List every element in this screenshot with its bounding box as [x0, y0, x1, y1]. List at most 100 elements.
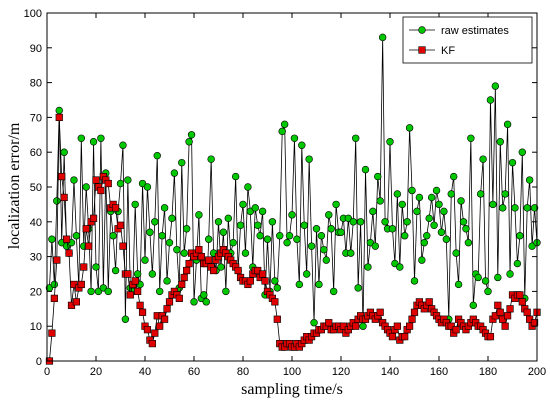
data-point — [254, 221, 262, 229]
data-point — [511, 204, 519, 212]
data-point — [236, 221, 245, 229]
y-tick-label: 90 — [30, 43, 42, 55]
data-point — [48, 329, 56, 337]
data-point — [486, 333, 495, 341]
data-point — [239, 200, 247, 209]
legend-marker-raw-estimates — [418, 26, 426, 34]
data-point — [111, 266, 120, 275]
data-point — [219, 228, 228, 236]
y-axis-label: localization error/m — [6, 122, 23, 249]
data-point — [195, 211, 203, 219]
data-point — [364, 263, 372, 271]
data-point — [454, 280, 463, 289]
data-point — [516, 232, 524, 240]
data-point — [271, 277, 279, 285]
data-point — [312, 225, 321, 233]
data-point — [303, 270, 311, 278]
data-point — [92, 263, 100, 271]
data-point — [452, 249, 460, 257]
data-point — [62, 235, 71, 243]
data-point — [77, 280, 85, 289]
y-tick-label: 100 — [24, 8, 42, 20]
data-point — [136, 301, 144, 309]
x-tick-label: 40 — [139, 366, 151, 378]
data-point — [516, 291, 524, 299]
data-point — [187, 131, 196, 139]
x-tick-label: 20 — [90, 366, 102, 378]
data-point — [432, 186, 441, 195]
data-point — [271, 298, 279, 306]
data-point — [234, 266, 242, 275]
data-point — [258, 270, 267, 278]
data-point — [381, 218, 389, 226]
data-point — [143, 326, 152, 334]
data-point — [72, 232, 81, 240]
data-point — [420, 238, 428, 247]
data-point — [401, 333, 409, 341]
data-point — [72, 298, 80, 306]
data-point — [403, 218, 411, 226]
data-point — [396, 263, 404, 271]
data-point — [222, 287, 230, 296]
data-point — [501, 190, 509, 198]
data-point — [202, 298, 210, 306]
x-tick-label: 0 — [44, 366, 50, 378]
data-point — [163, 277, 171, 285]
data-point — [60, 193, 68, 202]
data-point — [398, 200, 406, 209]
data-point — [408, 186, 416, 195]
data-point — [376, 308, 384, 316]
data-point — [410, 308, 419, 316]
data-point — [469, 301, 477, 310]
data-point — [134, 287, 142, 296]
data-point — [116, 221, 125, 229]
data-point — [474, 273, 482, 282]
x-tick-label: 100 — [283, 366, 301, 378]
data-point — [256, 232, 264, 240]
x-axis-label: sampling time/s — [241, 381, 343, 398]
data-point — [151, 218, 159, 226]
data-point — [393, 190, 402, 198]
data-point — [183, 266, 191, 275]
x-tick-label: 80 — [237, 366, 249, 378]
data-point — [205, 235, 213, 243]
axes: 0 20 40 60 80 100 120 140 160 180 200 0 10 20 30 40 50 60… — [24, 8, 547, 378]
data-point — [462, 225, 470, 233]
data-point — [241, 249, 250, 257]
data-point — [261, 277, 269, 285]
data-point — [87, 287, 95, 296]
data-point — [285, 232, 294, 240]
data-point — [276, 232, 284, 240]
x-tick-label: 200 — [528, 366, 546, 378]
data-point — [116, 179, 125, 188]
data-point — [288, 211, 296, 219]
data-point — [160, 204, 169, 212]
data-point — [523, 308, 531, 316]
data-point — [280, 120, 289, 129]
data-point — [173, 245, 181, 254]
data-point — [131, 277, 139, 285]
data-point — [293, 235, 301, 243]
data-point — [388, 333, 397, 341]
data-point — [327, 225, 335, 233]
data-point — [405, 322, 414, 330]
x-tick-label: 140 — [381, 366, 399, 378]
data-point — [180, 249, 188, 257]
y-tick-label: 60 — [30, 147, 42, 159]
data-point — [97, 134, 105, 142]
data-point — [447, 190, 455, 198]
data-point — [119, 242, 127, 250]
data-point — [329, 287, 338, 296]
data-point — [70, 176, 78, 184]
data-point — [356, 218, 365, 226]
data-point — [523, 204, 531, 212]
data-point — [307, 242, 316, 250]
data-point — [161, 315, 169, 323]
data-point — [273, 315, 281, 323]
data-point — [58, 172, 66, 181]
data-point — [156, 322, 164, 330]
data-point — [151, 329, 159, 337]
data-point — [244, 183, 252, 191]
data-point — [55, 106, 63, 115]
data-point — [322, 256, 330, 264]
